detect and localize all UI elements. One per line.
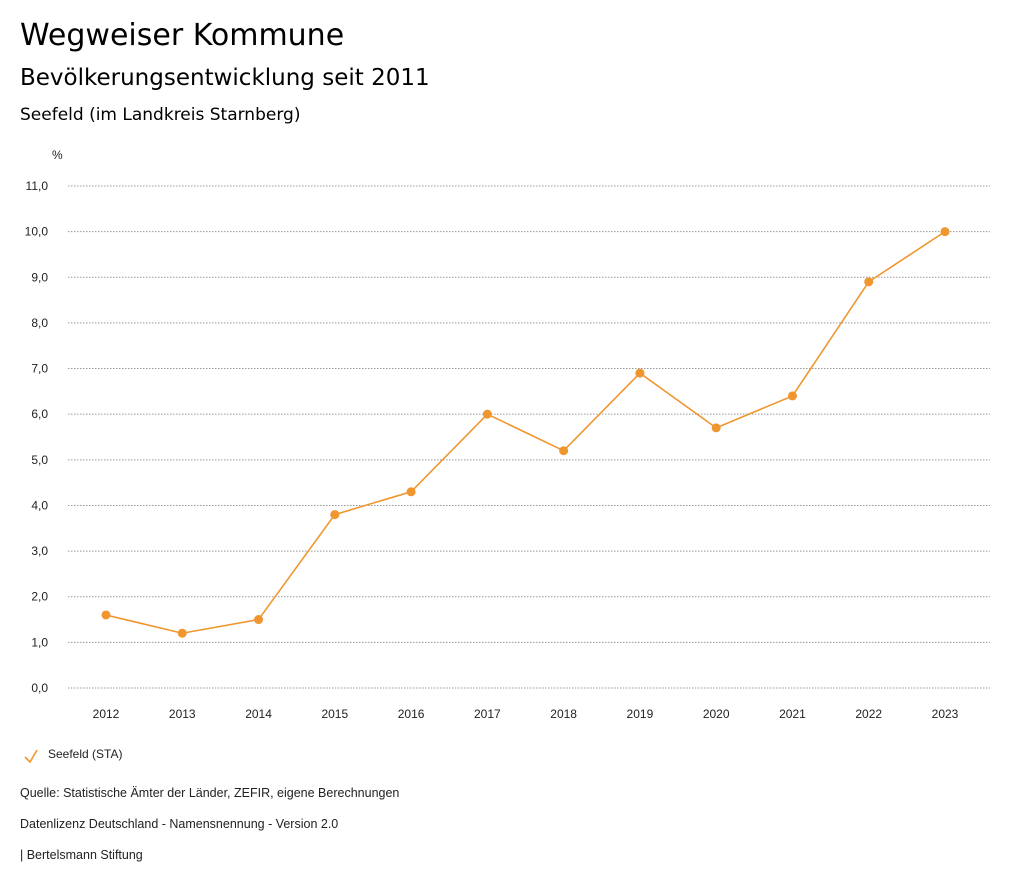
y-axis-label: %	[52, 148, 63, 162]
y-tick-label: 3,0	[31, 544, 48, 558]
data-point[interactable]	[254, 615, 264, 625]
data-point[interactable]	[101, 610, 111, 620]
x-tick-label: 2023	[932, 707, 959, 721]
license-text: Datenlizenz Deutschland - Namensnennung …	[20, 817, 339, 831]
y-tick-label: 6,0	[31, 407, 48, 421]
x-tick-label: 2018	[550, 707, 577, 721]
chart-subtitle: Bevölkerungsentwicklung seit 2011	[20, 65, 430, 91]
y-tick-label: 9,0	[31, 270, 48, 284]
data-point[interactable]	[635, 368, 645, 378]
x-tick-label: 2021	[779, 707, 806, 721]
region-label: Seefeld (im Landkreis Starnberg)	[20, 105, 301, 125]
y-tick-label: 4,0	[31, 498, 48, 512]
legend-label[interactable]: Seefeld (STA)	[48, 747, 122, 761]
y-tick-label: 8,0	[31, 316, 48, 330]
x-tick-label: 2015	[321, 707, 348, 721]
data-point[interactable]	[940, 227, 950, 237]
data-point[interactable]	[864, 277, 874, 287]
y-tick-label: 1,0	[31, 635, 48, 649]
y-tick-label: 5,0	[31, 453, 48, 467]
x-tick-label: 2019	[627, 707, 654, 721]
brand-text: | Bertelsmann Stiftung	[20, 848, 143, 862]
y-tick-label: 2,0	[31, 590, 48, 604]
x-tick-label: 2013	[169, 707, 196, 721]
x-tick-label: 2016	[398, 707, 425, 721]
data-point[interactable]	[787, 391, 797, 401]
data-point[interactable]	[406, 487, 416, 497]
x-tick-label: 2022	[855, 707, 882, 721]
data-point[interactable]	[330, 510, 340, 520]
data-point[interactable]	[559, 446, 569, 456]
y-tick-label: 10,0	[25, 225, 49, 239]
series-line	[105, 230, 946, 635]
y-tick-label: 0,0	[31, 681, 48, 695]
x-tick-label: 2017	[474, 707, 501, 721]
page-title: Wegweiser Kommune	[20, 18, 345, 53]
x-tick-label: 2014	[245, 707, 272, 721]
data-point[interactable]	[177, 628, 187, 638]
source-text: Quelle: Statistische Ämter der Länder, Z…	[20, 786, 400, 800]
data-point[interactable]	[711, 423, 721, 433]
legend-check-icon[interactable]	[24, 749, 38, 764]
x-tick-label: 2012	[93, 707, 120, 721]
x-tick-label: 2020	[703, 707, 730, 721]
y-tick-label: 7,0	[31, 362, 48, 376]
y-tick-label: 11,0	[26, 179, 49, 193]
data-point[interactable]	[482, 409, 492, 419]
